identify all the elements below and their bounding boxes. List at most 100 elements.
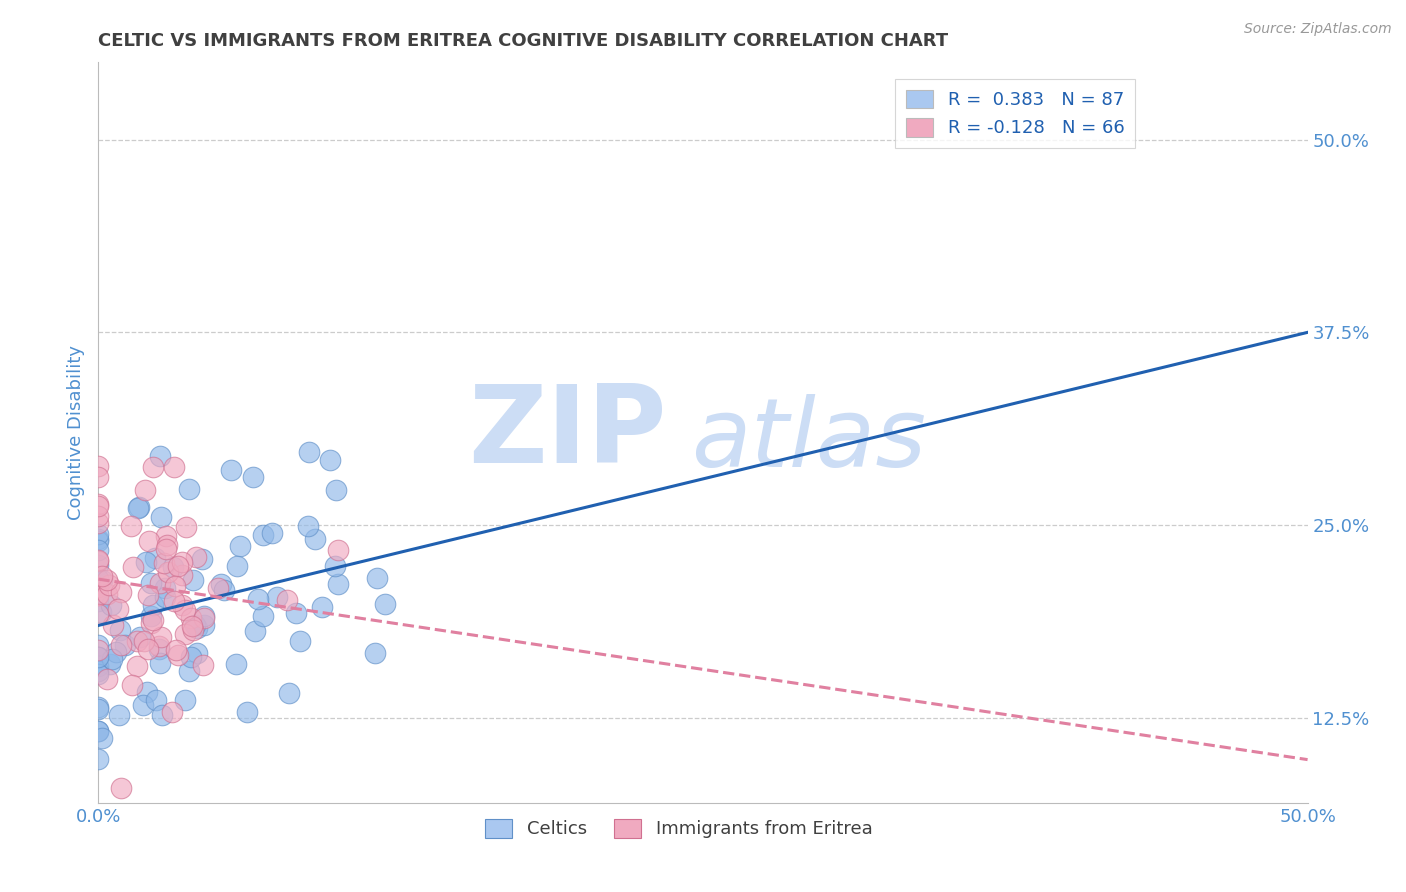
Point (90, 731, 112, 745)
Text: atlas: atlas (690, 393, 927, 486)
Point (108, 623, 131, 637)
Point (87, 827, 110, 841)
Point (87, 500, 110, 514)
Point (183, 617, 205, 632)
Point (186, 621, 208, 635)
Point (167, 648, 190, 663)
Point (165, 578, 187, 592)
Point (128, 500, 150, 515)
Point (181, 619, 204, 633)
Point (149, 656, 172, 670)
Point (252, 609, 274, 624)
Point (252, 528, 274, 542)
Point (139, 575, 162, 590)
Point (193, 609, 215, 624)
Legend: Celtics, Immigrants from Eritrea: Celtics, Immigrants from Eritrea (478, 812, 880, 846)
Point (325, 483, 347, 498)
Point (87, 658, 110, 673)
Point (326, 543, 349, 558)
Point (87, 701, 110, 715)
Point (90, 573, 112, 587)
Point (150, 707, 173, 722)
Point (245, 624, 267, 638)
Point (184, 549, 207, 564)
Text: CELTIC VS IMMIGRANTS FROM ERITREA COGNITIVE DISABILITY CORRELATION CHART: CELTIC VS IMMIGRANTS FROM ERITREA COGNIT… (98, 32, 949, 50)
Point (142, 459, 165, 474)
Text: Source: ZipAtlas.com: Source: ZipAtlas.com (1244, 22, 1392, 37)
Point (260, 525, 283, 540)
Point (167, 558, 190, 573)
Point (173, 627, 195, 641)
Point (193, 617, 215, 632)
Point (87, 642, 110, 657)
Point (179, 665, 201, 679)
Point (135, 685, 157, 699)
Point (87, 723, 110, 738)
Point (193, 611, 215, 625)
Point (311, 600, 333, 615)
Point (191, 551, 214, 566)
Point (101, 652, 124, 666)
Point (247, 591, 270, 606)
Point (285, 606, 308, 620)
Point (87, 580, 110, 594)
Point (374, 597, 396, 611)
Point (98, 657, 121, 671)
Point (87, 554, 110, 568)
Point (127, 633, 149, 648)
Point (145, 551, 167, 566)
Point (87, 649, 110, 664)
Point (149, 449, 172, 463)
Point (90, 605, 112, 619)
Point (174, 692, 197, 706)
Point (120, 519, 142, 533)
Point (97, 578, 120, 592)
Point (122, 560, 145, 574)
Point (276, 593, 298, 607)
Point (96, 587, 118, 601)
Point (87, 700, 110, 714)
Point (162, 560, 184, 574)
Point (207, 582, 229, 596)
Point (142, 613, 165, 627)
Point (225, 559, 247, 574)
Point (96, 574, 118, 588)
Point (132, 698, 155, 712)
Point (114, 638, 136, 652)
Point (138, 533, 160, 548)
Point (91, 569, 114, 583)
Point (87, 638, 110, 652)
Point (87, 533, 110, 548)
Y-axis label: Cognitive Disability: Cognitive Disability (66, 345, 84, 520)
Point (136, 588, 159, 602)
Point (363, 646, 385, 660)
Point (242, 470, 264, 484)
Point (290, 633, 312, 648)
Point (297, 445, 319, 459)
Point (155, 529, 177, 543)
Point (105, 645, 128, 659)
Point (155, 590, 177, 604)
Point (129, 630, 152, 644)
Point (277, 686, 299, 700)
Point (87, 533, 110, 547)
Point (135, 555, 157, 569)
Point (101, 617, 124, 632)
Point (180, 650, 202, 665)
Point (214, 582, 236, 597)
Point (136, 642, 159, 657)
Point (319, 453, 342, 467)
Point (149, 630, 172, 644)
Point (87, 664, 110, 678)
Point (87, 594, 110, 608)
Point (87, 588, 110, 602)
Point (127, 500, 149, 515)
Point (110, 585, 132, 599)
Point (149, 576, 172, 591)
Point (139, 615, 162, 630)
Point (304, 532, 326, 546)
Point (87, 751, 110, 765)
Point (87, 516, 110, 530)
Point (191, 657, 214, 672)
Point (225, 657, 247, 671)
